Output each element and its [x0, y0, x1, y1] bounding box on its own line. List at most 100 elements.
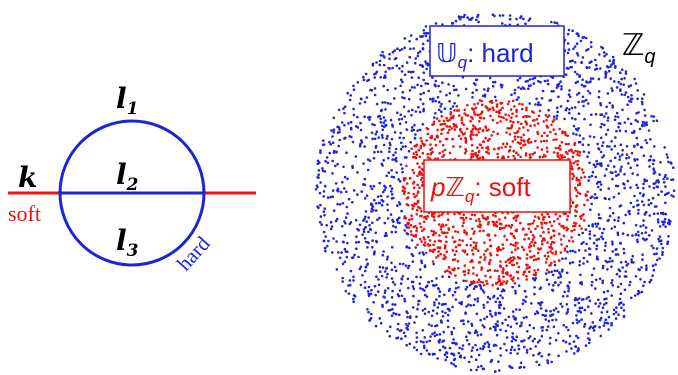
hard-point [416, 54, 420, 58]
hard-point [384, 70, 388, 74]
hard-point [443, 107, 447, 110]
hard-point [606, 289, 610, 293]
hard-point [338, 128, 341, 131]
hard-point [434, 112, 437, 115]
hard-point [578, 75, 581, 78]
hard-point [367, 230, 370, 234]
soft-point [513, 282, 517, 285]
hard-point [422, 78, 426, 82]
soft-point [463, 273, 467, 277]
hard-point [617, 173, 620, 176]
hard-point [539, 103, 542, 107]
hard-point [401, 96, 404, 99]
hard-point [601, 231, 604, 235]
soft-point [513, 138, 517, 141]
hard-point [391, 125, 395, 128]
hard-point [564, 340, 568, 344]
soft-point [512, 243, 515, 247]
soft-point [471, 249, 474, 252]
soft-point [433, 138, 437, 141]
hard-point [481, 324, 485, 327]
hard-point [625, 156, 628, 160]
hard-point [584, 228, 588, 231]
hard-point [412, 128, 416, 132]
soft-point [460, 131, 464, 134]
hard-point [623, 172, 626, 176]
hard-point [491, 84, 495, 88]
soft-point [460, 121, 464, 125]
soft-point [504, 224, 508, 227]
hard-point [622, 83, 625, 86]
hard-point [588, 66, 591, 69]
hard-point [565, 325, 568, 329]
hard-point [598, 227, 601, 230]
soft-point [525, 257, 529, 260]
hard-point [356, 81, 360, 84]
hard-point [386, 208, 390, 212]
hard-point [560, 270, 564, 273]
hard-point [641, 237, 645, 240]
soft-point [533, 124, 536, 127]
soft-point [486, 248, 489, 251]
soft-point [474, 151, 477, 155]
soft-point [514, 244, 517, 248]
soft-point [428, 243, 432, 247]
hard-point [504, 329, 508, 333]
soft-point [429, 152, 433, 156]
hard-point [508, 364, 511, 368]
hard-point [427, 310, 431, 314]
soft-point [505, 264, 509, 268]
hard-point [559, 105, 563, 108]
hard-point [557, 95, 560, 99]
hard-point [516, 78, 520, 82]
soft-point [402, 186, 406, 189]
hard-point [636, 240, 639, 244]
hard-point [559, 275, 563, 279]
hard-point [457, 286, 460, 289]
hard-point [342, 107, 345, 110]
hard-point [370, 210, 373, 213]
hard-point [574, 345, 577, 348]
hard-point [588, 253, 591, 256]
hard-point [629, 166, 633, 170]
hard-point [511, 332, 515, 335]
soft-point [439, 252, 443, 256]
hard-point [454, 343, 458, 346]
hard-point [592, 163, 596, 166]
soft-point [497, 147, 500, 151]
soft-point [565, 245, 569, 248]
hard-point [577, 34, 580, 38]
hard-point [440, 102, 443, 106]
soft-point [471, 128, 475, 131]
hard-point [587, 295, 590, 299]
hard-point [321, 169, 325, 173]
soft-point [415, 227, 419, 230]
hard-point [595, 182, 599, 185]
soft-point [440, 132, 443, 135]
soft-point [439, 123, 443, 126]
hard-point [642, 219, 645, 222]
soft-point [419, 136, 423, 140]
hard-point [388, 334, 392, 338]
hard-point [498, 300, 502, 304]
hard-point [544, 318, 548, 321]
hard-point [364, 210, 368, 213]
hard-point [608, 256, 612, 260]
hard-point [453, 341, 456, 345]
hard-point [319, 149, 322, 152]
hard-point [364, 265, 368, 269]
hard-point [401, 145, 405, 148]
hard-point [636, 173, 639, 177]
hard-point [630, 260, 633, 264]
hard-point [594, 112, 598, 116]
hard-point [383, 184, 386, 188]
soft-point [538, 155, 541, 159]
hard-point [618, 129, 622, 132]
hard-point [577, 100, 580, 104]
hard-point [453, 290, 457, 294]
hard-point [332, 116, 336, 120]
hard-point [461, 347, 464, 351]
hard-point [523, 345, 526, 349]
hard-point [666, 240, 670, 243]
soft-point [572, 174, 576, 178]
